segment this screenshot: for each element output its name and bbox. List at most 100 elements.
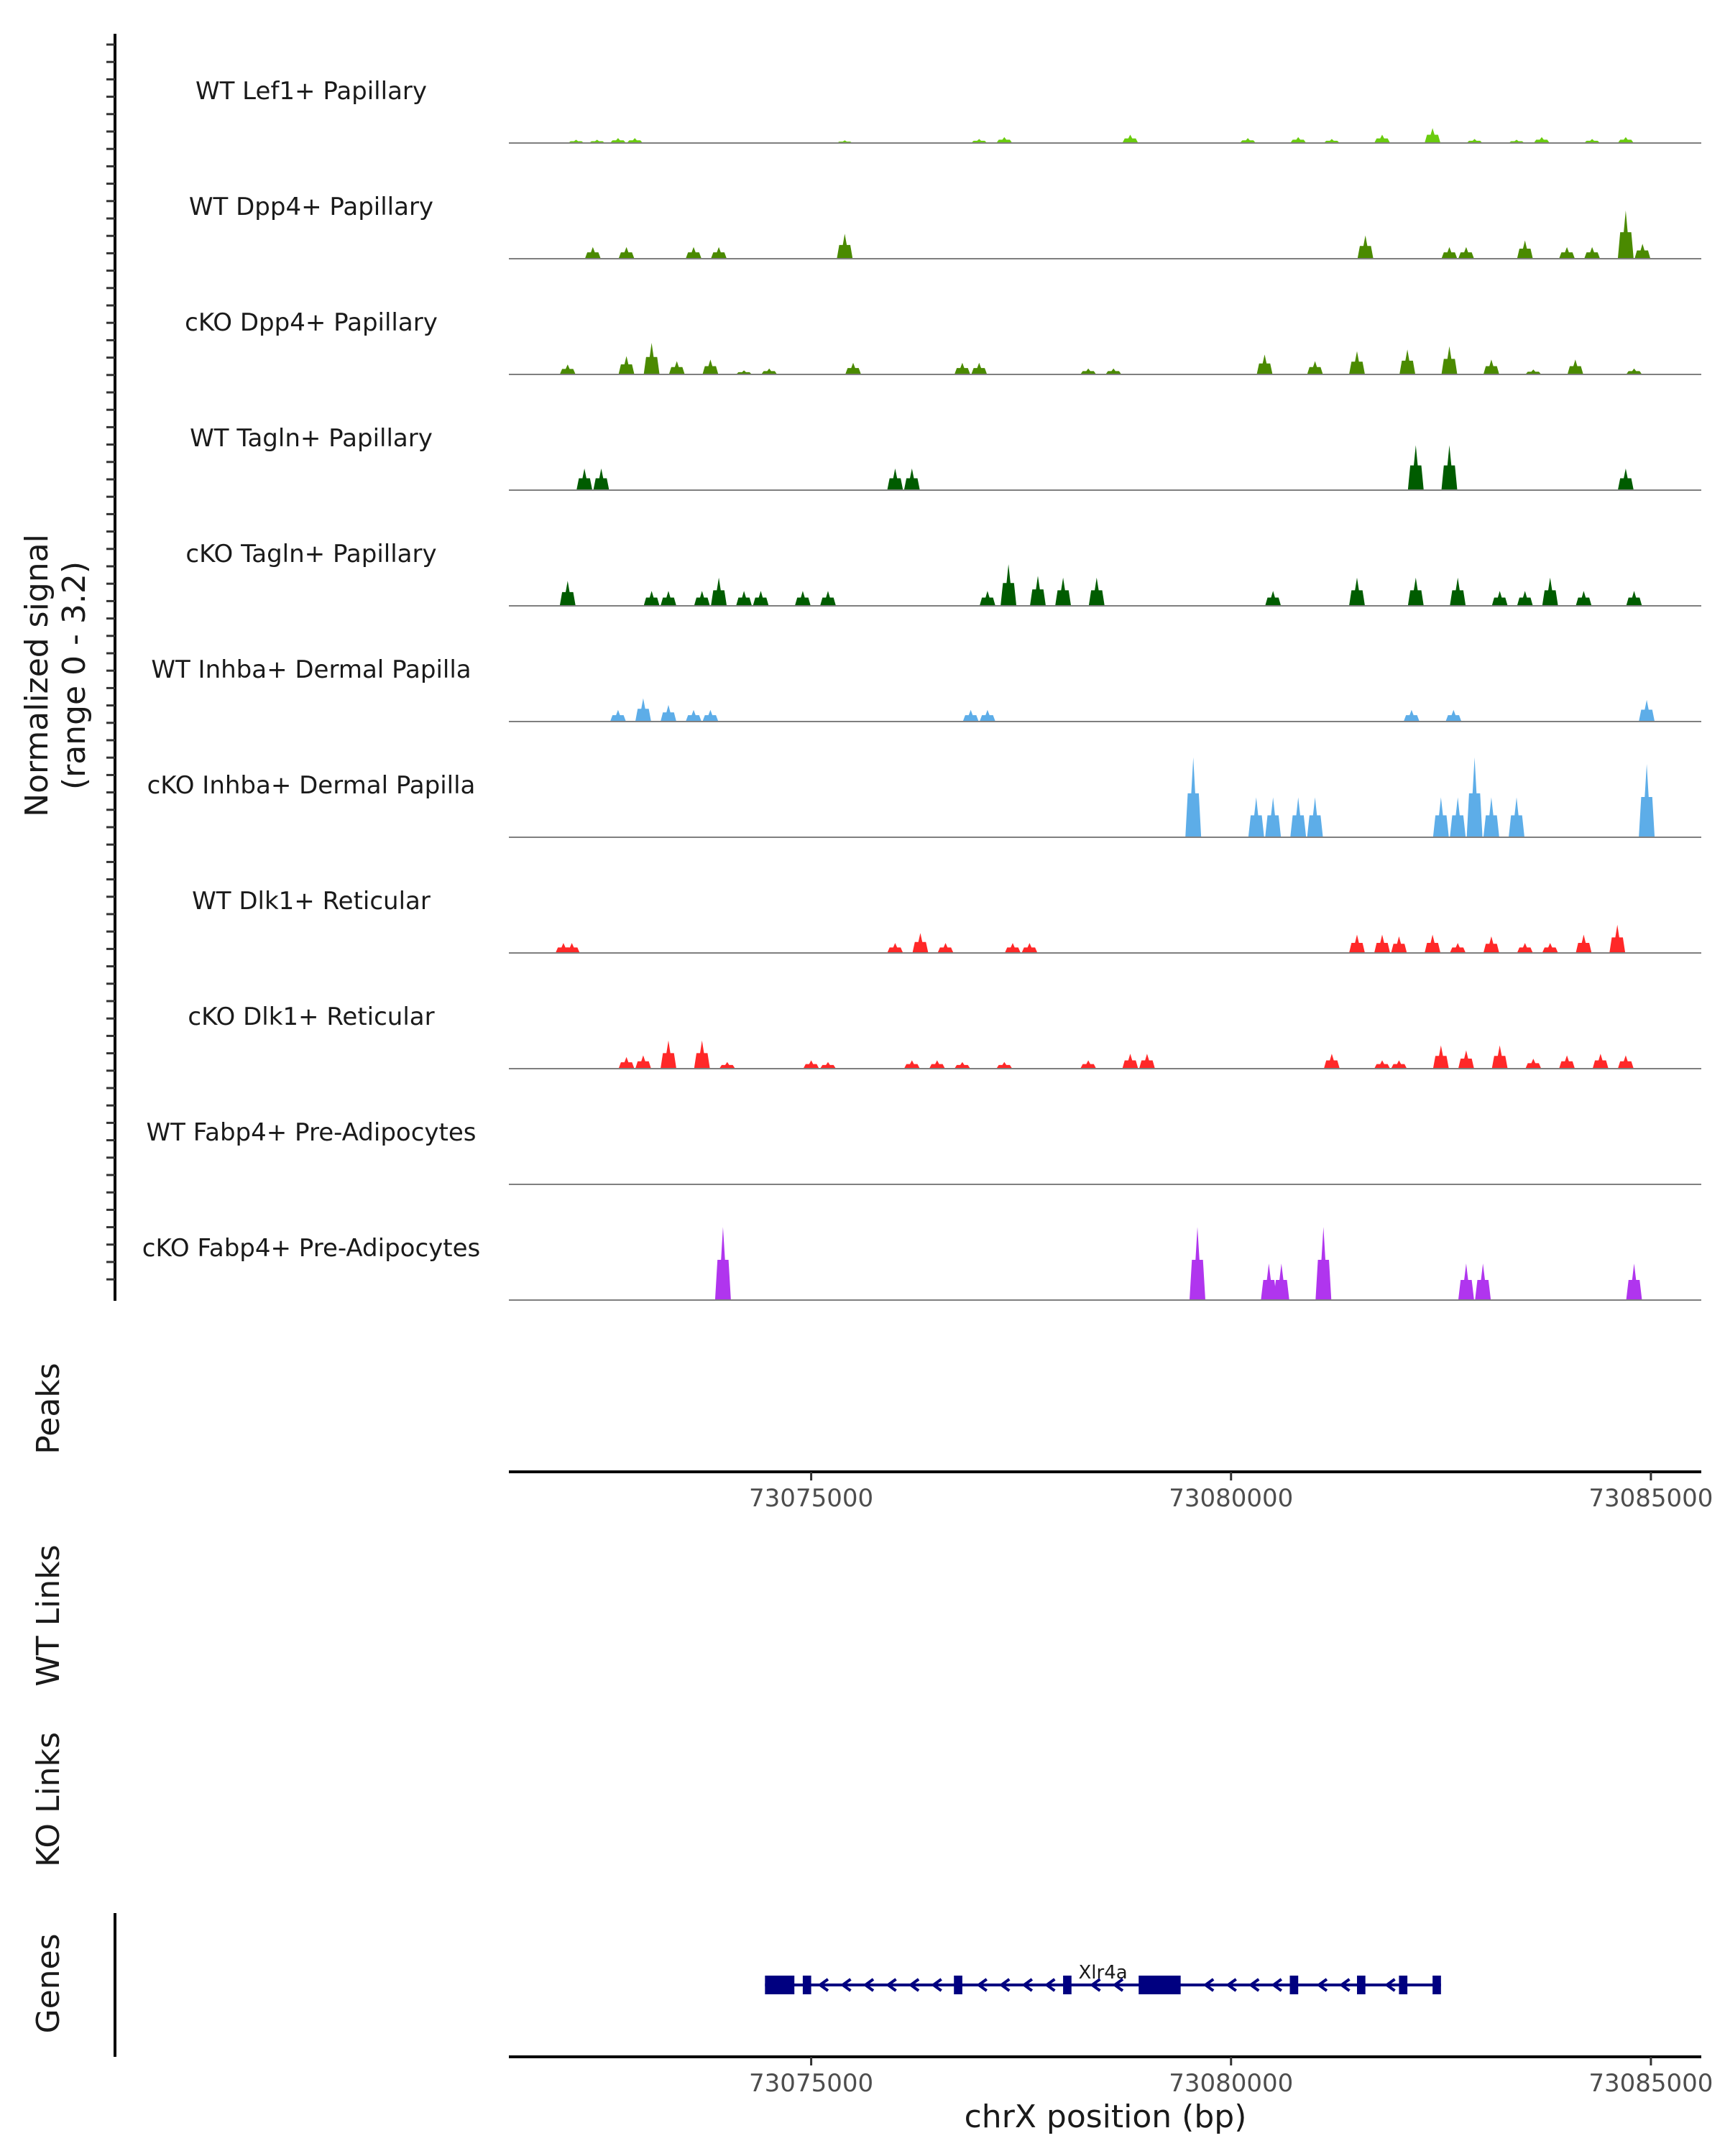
coverage-peak (1256, 354, 1273, 374)
coverage-peak (1483, 936, 1499, 953)
coverage-peak (1584, 139, 1601, 143)
strand-arrow (998, 1978, 1011, 1992)
coverage-peak (1080, 1060, 1097, 1069)
x-tick-label: 73075000 (749, 1484, 873, 1513)
peaks-panel-title: Peaks (30, 1363, 67, 1454)
coverage-peak (1248, 797, 1264, 837)
coverage-peak (668, 361, 685, 374)
coverage-peak (1475, 1263, 1491, 1300)
coverage-peak (1307, 797, 1323, 837)
coverage-track: cKO Fabp4+ Pre-Adipocytes (142, 1227, 1701, 1301)
coverage-peak (1576, 934, 1592, 953)
coverage-peak (736, 591, 753, 606)
coverage-peak (1315, 1227, 1332, 1300)
x-tick-label: 73080000 (1169, 2069, 1293, 2098)
gene-exon (1289, 1976, 1299, 1994)
coverage-peak (996, 137, 1013, 143)
coverage-peak (1517, 591, 1533, 606)
gene-exon (802, 1976, 811, 1994)
coverage-peak (1399, 349, 1416, 374)
coverage-peak (1265, 797, 1282, 837)
coverage-peak (694, 591, 710, 606)
coverage-peak (1323, 139, 1340, 143)
coverage-peak (1559, 247, 1576, 259)
genes-panel-title: Genes (30, 1933, 67, 2033)
coverage-peak (686, 247, 702, 259)
coverage-peak (1567, 359, 1583, 374)
coverage-peak (1323, 1054, 1340, 1069)
coverage-peak (954, 1061, 970, 1069)
coverage-peak (1441, 247, 1458, 259)
coverage-peak (837, 234, 853, 259)
coverage-peak (1466, 757, 1483, 837)
coverage-peak (1450, 943, 1466, 953)
coverage-peak (576, 468, 593, 490)
coverage-peak (618, 1056, 635, 1069)
coverage-peak (1357, 235, 1374, 259)
gene-exon (954, 1976, 962, 1994)
strand-arrow (1090, 1978, 1101, 1992)
coverage-peak (1005, 943, 1021, 953)
coverage-peak (1349, 934, 1365, 953)
coverage-peak (1273, 1263, 1289, 1300)
coverage-peak (643, 591, 660, 606)
x-tick-label: 73085000 (1588, 2069, 1713, 2098)
coverage-peak (753, 591, 769, 606)
strand-arrow (1316, 1978, 1328, 1992)
coverage-peak (1517, 240, 1533, 259)
coverage-peak (903, 1060, 920, 1069)
coverage-peak (1509, 797, 1524, 837)
coverage-track: cKO Dpp4+ Papillary (185, 308, 1701, 375)
coverage-peak (1617, 468, 1634, 490)
strand-arrow (1248, 1978, 1260, 1992)
coverage-peak (1407, 445, 1424, 490)
coverage-peak (661, 1040, 676, 1069)
coverage-peak (971, 362, 988, 374)
x-axis-title: chrX position (bp) (965, 2099, 1247, 2135)
coverage-peak (1458, 1050, 1474, 1069)
coverage-peak (996, 1061, 1013, 1069)
coverage-peak (589, 139, 605, 143)
coverage-peak (1425, 934, 1441, 953)
coverage-peak (912, 933, 929, 953)
x-tick-label: 73080000 (1169, 1484, 1293, 1513)
coverage-track: WT Dlk1+ Reticular (192, 887, 1701, 954)
coverage-peak (1483, 359, 1499, 374)
signal-axis-title: Normalized signal (range 0 - 3.2) (19, 534, 93, 817)
coverage-peak (1445, 709, 1462, 722)
genes-x-ticks: 73075000 73080000 73085000 (749, 2057, 1713, 2098)
coverage-peak (1559, 1055, 1576, 1069)
coverage-peak (719, 1061, 735, 1069)
coverage-peak (643, 343, 660, 374)
coverage-peak (610, 709, 626, 722)
coverage-peak (803, 1060, 819, 1069)
coverage-peak (736, 370, 753, 374)
coverage-peak (1374, 134, 1390, 143)
coverage-peak (714, 1227, 731, 1300)
coverage-peak (1584, 247, 1601, 259)
coverage-peak (1525, 1059, 1542, 1069)
coverage-peak (1391, 1060, 1407, 1069)
coverage-peak (694, 1040, 710, 1069)
coverage-peak (1542, 577, 1558, 606)
coverage-track: WT Tagln+ Papillary (190, 424, 1701, 491)
coverage-peak (1261, 1263, 1277, 1300)
coverage-peak (1576, 591, 1592, 606)
coverage-peak (1080, 368, 1097, 374)
coverage-peak (1265, 591, 1282, 606)
coverage-peak (661, 591, 676, 606)
coverage-peak (1639, 764, 1655, 837)
gene-exon (1356, 1976, 1366, 1994)
coverage-peak (686, 709, 702, 722)
strand-arrow (1225, 1978, 1237, 1992)
coverage-peak (635, 698, 651, 722)
coverage-track: cKO Tagln+ Papillary (185, 540, 1701, 607)
coverage-track: WT Inhba+ Dermal Papilla (151, 655, 1701, 722)
track-label: WT Fabp4+ Pre-Adipocytes (147, 1118, 477, 1147)
coverage-peak (1617, 1055, 1634, 1069)
coverage-peak (1432, 1045, 1449, 1069)
coverage-peak (559, 581, 576, 606)
coverage-peak (903, 468, 920, 490)
coverage-peak (1592, 1054, 1609, 1069)
coverage-peak (1021, 943, 1038, 953)
